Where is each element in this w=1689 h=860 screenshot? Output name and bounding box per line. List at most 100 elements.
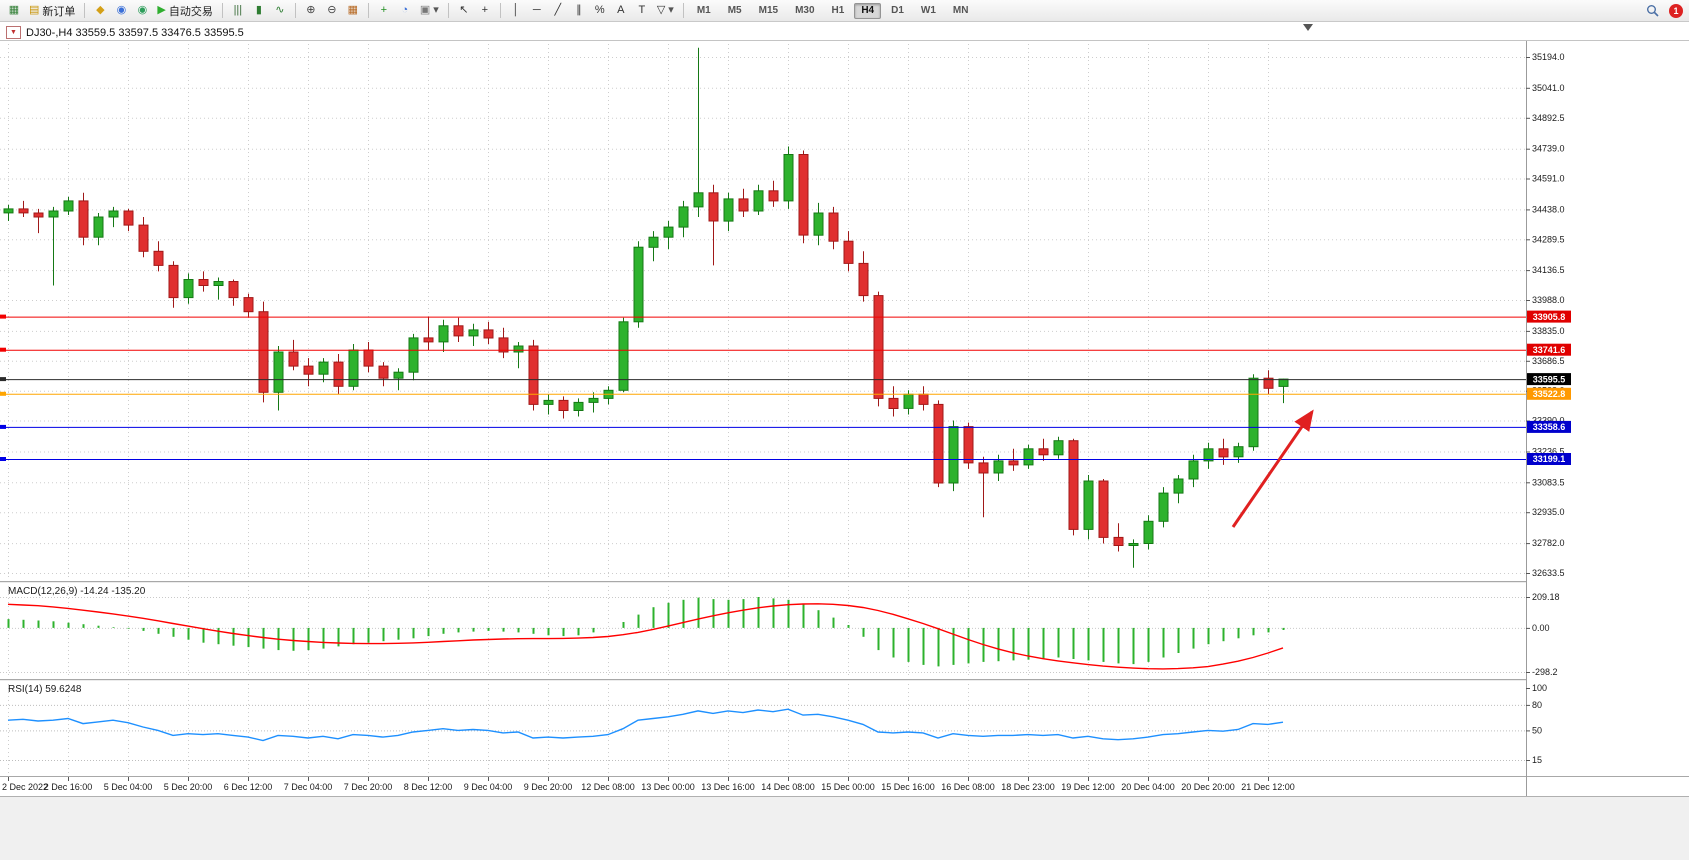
timeframe-h1-button[interactable]: H1 <box>831 4 845 16</box>
indicators-button[interactable]: + <box>374 1 394 20</box>
candle <box>393 371 404 379</box>
fibonacci-button[interactable]: % <box>590 1 610 20</box>
timeframe-h4-button[interactable]: H4 <box>854 2 882 19</box>
time-axis-label: 15 Dec 16:00 <box>881 782 935 792</box>
timeframe-m30-button[interactable]: M30 <box>795 4 815 16</box>
candle <box>18 208 29 214</box>
trendline-icon: ╱ <box>554 4 562 16</box>
new-order-button[interactable]: ▤ 新订单 <box>25 1 79 20</box>
tile-windows-icon: ▦ <box>347 4 359 16</box>
svg-text:33835.0: 33835.0 <box>1532 326 1565 336</box>
candle <box>183 279 194 299</box>
hline-anchor[interactable] <box>0 391 6 396</box>
candle <box>213 281 224 286</box>
price-axis[interactable] <box>1527 41 1689 776</box>
trend-arrow-annotation[interactable] <box>1231 409 1314 528</box>
new-chart-button[interactable]: ▦ <box>4 1 24 20</box>
candle <box>333 361 344 387</box>
hline-anchor[interactable] <box>0 424 6 429</box>
hline-anchor[interactable] <box>0 347 6 352</box>
macd-indicator-label: MACD(12,26,9) -14.24 -135.20 <box>8 586 146 597</box>
crosshair-button[interactable]: + <box>475 1 495 20</box>
candle <box>1218 448 1229 458</box>
zoom-in-icon: ⊕ <box>306 4 316 16</box>
arrows-button[interactable]: ▽ ▾ <box>653 1 678 20</box>
tile-windows-button[interactable]: ▦ <box>343 1 363 20</box>
hline-anchor[interactable] <box>0 314 6 319</box>
profiles-button[interactable]: ◆ <box>90 1 110 20</box>
text-button[interactable]: A <box>611 1 631 20</box>
cursor-button[interactable]: ↖ <box>454 1 474 20</box>
candle <box>993 460 1004 474</box>
line-chart-mode-icon: ∿ <box>275 4 285 16</box>
auto-trading-button[interactable]: ▶ 自动交易 <box>153 1 216 20</box>
timeframe-w1-button[interactable]: W1 <box>920 4 936 16</box>
horizontal-line-icon: ─ <box>532 4 541 16</box>
candle <box>558 399 569 411</box>
candle <box>228 281 239 299</box>
timeframe-m5-button[interactable]: M5 <box>727 4 742 16</box>
svg-text:33522.8: 33522.8 <box>1533 389 1566 399</box>
candle <box>438 325 449 343</box>
new-chart-icon: ▦ <box>8 4 20 16</box>
vertical-line-button[interactable]: │ <box>506 1 526 20</box>
svg-text:0.00: 0.00 <box>1532 623 1550 633</box>
candle <box>633 246 644 323</box>
templates-dropdown-icon: ▾ <box>433 4 439 16</box>
horizontal-line-button[interactable]: ─ <box>527 1 547 20</box>
periods-button[interactable]: ◔ <box>395 1 415 20</box>
search-icon <box>1647 5 1659 17</box>
timeframe-m1-button[interactable]: M1 <box>696 4 711 16</box>
candle <box>948 426 959 484</box>
svg-text:33358.6: 33358.6 <box>1533 422 1566 432</box>
svg-text:34591.0: 34591.0 <box>1532 174 1565 184</box>
candle <box>843 240 854 264</box>
text-label-button[interactable]: T <box>632 1 652 20</box>
toolbar-separator <box>682 3 684 18</box>
hline-anchor[interactable] <box>0 457 6 461</box>
chart-shift-marker[interactable] <box>1303 24 1313 31</box>
templates-button[interactable]: ▣ ▾ <box>416 1 443 20</box>
pane-separator[interactable] <box>0 581 1689 584</box>
candle <box>618 321 629 391</box>
trendline-button[interactable]: ╱ <box>548 1 568 20</box>
one-click-trading-toggle[interactable]: ▼ <box>6 26 21 39</box>
zoom-out-button[interactable]: ⊖ <box>322 1 342 20</box>
zoom-in-button[interactable]: ⊕ <box>301 1 321 20</box>
navigator-button[interactable]: ◉ <box>132 1 152 20</box>
svg-text:35194.0: 35194.0 <box>1532 52 1565 62</box>
candle <box>303 365 314 375</box>
price-tag-33199.1 <box>1527 453 1571 465</box>
svg-text:33741.6: 33741.6 <box>1533 345 1566 355</box>
candle <box>678 206 689 228</box>
time-axis-label: 15 Dec 00:00 <box>821 782 875 792</box>
timeframe-mn-button[interactable]: MN <box>952 4 969 16</box>
auto-trading-icon: ▶ <box>157 4 166 16</box>
timeframe-m15-button[interactable]: M15 <box>758 4 779 16</box>
time-axis[interactable] <box>0 777 1526 795</box>
timeframe-d1-button[interactable]: D1 <box>891 4 904 16</box>
svg-text:33905.8: 33905.8 <box>1533 312 1566 322</box>
svg-text:33199.1: 33199.1 <box>1533 454 1566 464</box>
new-order-icon: ▤ <box>29 4 40 16</box>
bar-chart-mode-button[interactable]: ||| <box>228 1 248 20</box>
candle <box>3 208 14 214</box>
pane-separator[interactable] <box>0 679 1689 682</box>
line-chart-mode-button[interactable]: ∿ <box>270 1 290 20</box>
candlestick-mode-button[interactable]: ▮ <box>249 1 269 20</box>
market-watch-button[interactable]: ◉ <box>111 1 131 20</box>
equidistant-channel-button[interactable]: ∥ <box>569 1 589 20</box>
status-area <box>0 796 1689 860</box>
search-button[interactable] <box>1642 1 1663 20</box>
svg-text:34136.5: 34136.5 <box>1532 265 1565 275</box>
candle <box>768 190 779 202</box>
svg-text:209.18: 209.18 <box>1532 592 1560 602</box>
notification-badge[interactable]: 1 <box>1669 3 1683 18</box>
candle <box>648 236 659 248</box>
indicators-icon: + <box>380 4 388 16</box>
hline-anchor[interactable] <box>0 377 6 382</box>
price-tag-33595.5 <box>1527 373 1571 386</box>
price-tag-33358.6 <box>1527 420 1571 433</box>
